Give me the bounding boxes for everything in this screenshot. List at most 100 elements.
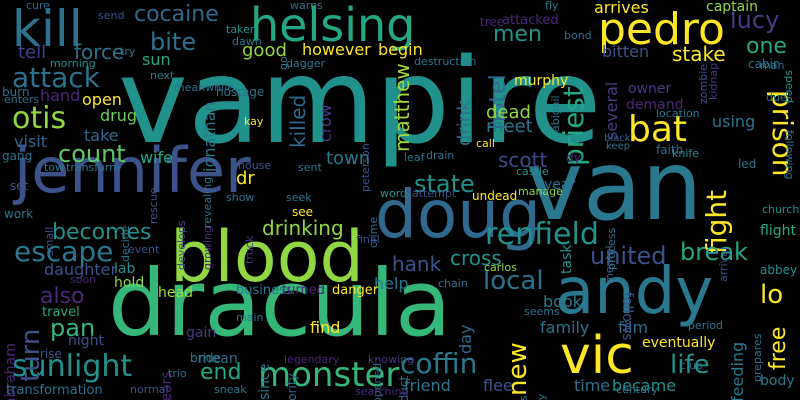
word: house <box>238 159 272 172</box>
word: begin <box>378 40 423 59</box>
word: visit <box>14 132 47 151</box>
word: doug <box>375 176 541 253</box>
word: transform <box>66 161 120 174</box>
word: sunlight <box>12 349 133 384</box>
word: leaf <box>404 151 425 164</box>
word: attempt <box>412 187 457 200</box>
word: since <box>257 363 273 400</box>
word: develops <box>175 220 188 270</box>
word: lab <box>114 261 136 277</box>
word: take <box>84 126 119 145</box>
word: morning <box>50 57 96 70</box>
word: men <box>493 22 542 47</box>
word: burn <box>2 85 30 99</box>
word: sneak <box>214 383 247 396</box>
word: blood <box>170 216 364 298</box>
word: state <box>414 170 475 198</box>
word: became <box>612 376 677 395</box>
word: attack <box>12 61 100 94</box>
word: dagger <box>286 57 325 70</box>
word: break <box>680 238 748 266</box>
word: united <box>590 242 667 270</box>
word: escape <box>14 235 114 268</box>
word: using <box>712 112 756 131</box>
word: seek <box>286 191 312 204</box>
word: coffin <box>400 347 478 380</box>
word: following <box>783 130 796 180</box>
word: matthew <box>390 63 414 152</box>
word: follows <box>619 292 635 341</box>
word: location <box>656 107 700 120</box>
word: vampire <box>118 32 602 170</box>
word: drink <box>454 100 475 146</box>
word: cross <box>450 246 502 270</box>
word: undead <box>472 189 518 203</box>
word: process <box>605 227 618 270</box>
word: castle <box>516 165 549 178</box>
word: warns <box>290 0 323 12</box>
word: kay <box>244 115 264 128</box>
word: word <box>380 187 408 200</box>
word: however <box>302 40 371 59</box>
word: local <box>483 266 544 296</box>
word: helsing <box>250 0 416 52</box>
word: knife <box>672 147 700 160</box>
word: main <box>236 311 264 324</box>
word: dead <box>486 102 531 123</box>
word: feeding <box>728 341 747 400</box>
word: family <box>540 318 590 337</box>
word: one <box>746 34 787 59</box>
word: eventually <box>642 335 716 351</box>
word: also <box>40 284 85 309</box>
word: body <box>760 373 795 389</box>
word: business <box>236 283 293 298</box>
word: flight <box>760 223 796 239</box>
word: owner <box>628 81 672 97</box>
word: danger <box>332 283 379 298</box>
word: stake <box>672 42 726 66</box>
word: normal <box>130 383 169 396</box>
word: truck <box>243 235 256 264</box>
word: film <box>618 318 649 337</box>
word: revealing <box>201 176 214 228</box>
word: several <box>602 81 621 140</box>
word: otis <box>12 101 67 136</box>
word: show <box>226 191 255 204</box>
word: cure <box>26 0 51 12</box>
word: cocaine <box>134 2 219 27</box>
word: prepares <box>751 333 764 382</box>
word: dracula <box>108 250 452 357</box>
word: see <box>292 205 314 219</box>
word: dawn <box>232 35 262 48</box>
word: pedro <box>598 4 725 55</box>
word: searching <box>355 385 409 398</box>
word: find <box>310 318 341 337</box>
word: captain <box>706 0 758 15</box>
word: hank <box>392 252 442 276</box>
word: gain <box>186 325 217 341</box>
word: free <box>766 326 791 370</box>
word: hand <box>40 86 81 105</box>
word: count <box>58 140 126 168</box>
word: attacked <box>502 13 559 28</box>
word: daughter <box>44 260 118 279</box>
word: jennifer <box>14 134 251 207</box>
word: dr <box>236 168 255 189</box>
word: supply <box>535 394 548 400</box>
word: task <box>559 244 575 274</box>
word: seems <box>524 305 560 318</box>
word: cabin <box>748 57 781 71</box>
word: killed <box>286 94 310 148</box>
word: soon <box>70 273 97 286</box>
word: good <box>242 40 287 61</box>
word: turned <box>282 283 325 298</box>
word: keep <box>606 141 631 152</box>
word: arrives <box>594 0 649 17</box>
word: try <box>120 45 136 58</box>
word: send <box>98 9 125 22</box>
word: hold <box>114 275 145 291</box>
word: club <box>680 359 704 372</box>
word: bride <box>190 351 221 365</box>
word: growing <box>201 226 214 270</box>
